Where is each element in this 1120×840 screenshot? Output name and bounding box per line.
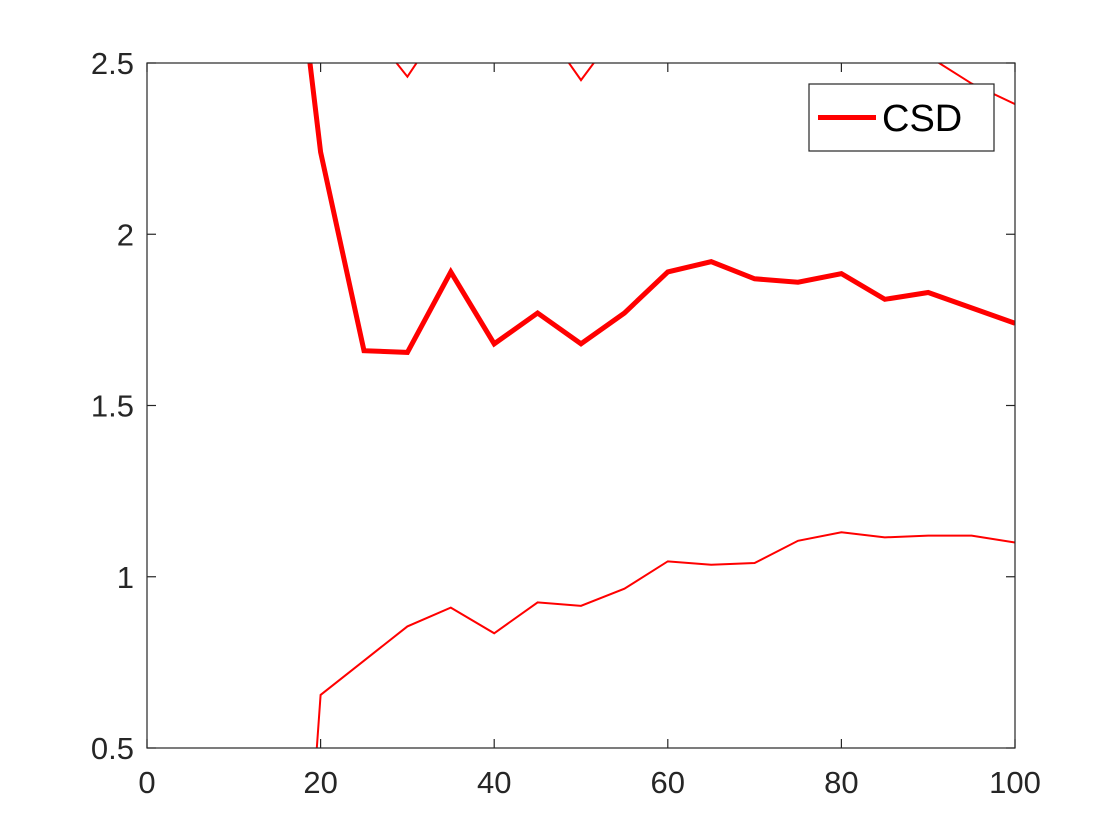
x-tick-label: 60 xyxy=(651,765,685,800)
y-tick-label: 1 xyxy=(117,560,134,595)
series-line-csd xyxy=(307,63,1015,355)
y-tick-label: 2.5 xyxy=(91,46,134,81)
ticks-layer: 0 20 40 60 80 100 0.5 1 1.5 2 2.5 xyxy=(91,46,1041,800)
x-tick-label: 20 xyxy=(303,765,337,800)
y-tick-label: 1.5 xyxy=(91,389,134,424)
legend-label-csd: CSD xyxy=(882,98,962,140)
x-tick-label: 80 xyxy=(824,765,858,800)
series-line-lower-bound xyxy=(315,531,1015,748)
plot-background xyxy=(147,63,1015,748)
y-tick-label: 0.5 xyxy=(91,731,134,766)
y-tick-label: 2 xyxy=(117,217,134,252)
x-tick-label: 40 xyxy=(477,765,511,800)
series-line-upper-bound xyxy=(395,63,1015,106)
series-layer xyxy=(307,63,1015,748)
x-tick-label: 0 xyxy=(138,765,155,800)
legend: CSD xyxy=(808,83,995,152)
x-tick-label: 100 xyxy=(989,765,1041,800)
